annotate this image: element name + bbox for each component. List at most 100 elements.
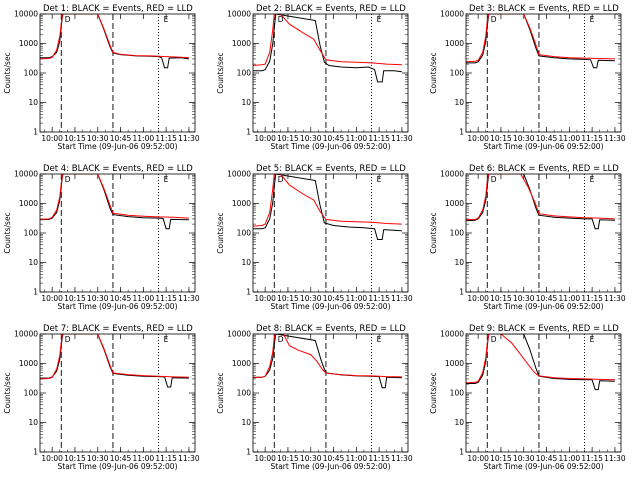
x-tick-label: 11:30 (178, 134, 200, 143)
x-tick-label: 11:15 (368, 454, 390, 463)
y-tick-label: 100 (237, 229, 252, 238)
x-tick-label: 11:15 (368, 294, 390, 303)
y-axis-label: Counts/sec (429, 52, 438, 93)
y-tick-label: 1 (459, 448, 464, 457)
x-axis-label: Start Time (09-Jun-06 09:52:00) (271, 142, 391, 151)
x-tick-label: 11:30 (178, 454, 200, 463)
x-tick-label: 11:00 (559, 294, 581, 303)
x-tick-label: 10:30 (87, 294, 109, 303)
marker-label: D (491, 175, 497, 184)
plot-frame (252, 333, 409, 453)
y-axis-label: Counts/sec (216, 52, 225, 93)
series-line-red (253, 334, 402, 379)
series-line-black (253, 334, 402, 389)
x-tick-label: 11:15 (368, 134, 390, 143)
y-tick-label: 10 (454, 258, 464, 267)
panel-title: Det 5: BLACK = Events, RED = LLD (256, 164, 406, 174)
x-tick-label: 10:15 (64, 294, 86, 303)
y-tick-label: 10000 (227, 170, 251, 179)
x-axis-label: Start Time (09-Jun-06 09:52:00) (58, 302, 178, 311)
x-tick-label: 11:15 (581, 294, 603, 303)
x-tick-label: 10:45 (536, 294, 558, 303)
series-line-red (466, 174, 615, 221)
y-tick-label: 1000 (232, 199, 251, 208)
x-tick-label: 10:45 (110, 134, 132, 143)
marker-label: D (278, 335, 284, 344)
y-tick-label: 1 (33, 128, 38, 137)
x-tick-label: 11:15 (155, 134, 177, 143)
panel-title: Det 7: BLACK = Events, RED = LLD (43, 324, 193, 334)
x-tick-label: 10:15 (277, 454, 299, 463)
x-tick-label: 10:00 (41, 134, 63, 143)
y-tick-label: 1000 (232, 39, 251, 48)
y-tick-label: 1 (33, 448, 38, 457)
marker-label: E (377, 335, 382, 344)
y-tick-label: 10000 (440, 170, 464, 179)
x-tick-label: 10:00 (41, 294, 63, 303)
x-tick-label: 11:15 (581, 134, 603, 143)
panel-8: Det 8: BLACK = Events, RED = LLD 1 10 100 10… (216, 324, 413, 471)
marker-label: E (164, 335, 169, 344)
x-tick-label: 10:30 (300, 134, 322, 143)
y-tick-label: 1000 (19, 39, 38, 48)
y-tick-label: 1000 (232, 359, 251, 368)
x-axis-label: Start Time (09-Jun-06 09:52:00) (484, 142, 604, 151)
plot-frame (39, 13, 196, 133)
marker-label: E (590, 175, 595, 184)
y-axis-label: Counts/sec (216, 372, 225, 413)
x-tick-label: 10:45 (110, 294, 132, 303)
marker-label: E (377, 15, 382, 24)
series-line-red (466, 14, 615, 63)
panel-6: Det 6: BLACK = Events, RED = LLD 1 10 100 10… (429, 164, 626, 311)
x-tick-label: 11:30 (604, 294, 626, 303)
x-axis-label: Start Time (09-Jun-06 09:52:00) (58, 462, 178, 471)
x-tick-label: 11:30 (391, 134, 413, 143)
x-tick-label: 10:45 (110, 454, 132, 463)
series-line-red (40, 334, 189, 380)
panel-5: Det 5: BLACK = Events, RED = LLD 1 10 100 10… (216, 164, 413, 311)
panel-7: Det 7: BLACK = Events, RED = LLD 1 10 100 10… (3, 324, 200, 471)
series-line-red (253, 174, 402, 227)
y-tick-label: 1 (246, 288, 251, 297)
x-tick-label: 10:00 (467, 294, 489, 303)
plot-frame (252, 13, 409, 133)
x-axis-label: Start Time (09-Jun-06 09:52:00) (271, 462, 391, 471)
y-axis-label: Counts/sec (3, 212, 12, 253)
x-tick-label: 10:45 (536, 454, 558, 463)
y-tick-label: 1000 (19, 199, 38, 208)
y-tick-label: 1 (459, 128, 464, 137)
marker-label: D (491, 15, 497, 24)
x-axis-label: Start Time (09-Jun-06 09:52:00) (484, 302, 604, 311)
x-tick-label: 11:00 (559, 134, 581, 143)
x-tick-label: 10:15 (277, 294, 299, 303)
panel-title: Det 2: BLACK = Events, RED = LLD (256, 4, 406, 14)
x-tick-label: 11:15 (155, 294, 177, 303)
y-tick-label: 10 (241, 98, 251, 107)
series-line-red (40, 14, 189, 60)
y-tick-label: 100 (24, 389, 39, 398)
y-tick-label: 10000 (14, 10, 38, 19)
marker-label: E (164, 15, 169, 24)
x-tick-label: 10:00 (41, 454, 63, 463)
y-tick-label: 1 (33, 288, 38, 297)
x-tick-label: 11:30 (604, 454, 626, 463)
x-tick-label: 10:30 (87, 454, 109, 463)
plot-frame (465, 173, 622, 293)
plot-frame (465, 333, 622, 453)
y-tick-label: 1000 (445, 359, 464, 368)
x-tick-label: 10:45 (536, 134, 558, 143)
x-tick-label: 11:30 (391, 294, 413, 303)
panel-2: Det 2: BLACK = Events, RED = LLD 1 10 100 10… (216, 4, 413, 151)
plot-frame (39, 333, 196, 453)
panel-title: Det 1: BLACK = Events, RED = LLD (43, 4, 193, 14)
x-tick-label: 10:45 (323, 134, 345, 143)
x-tick-label: 11:30 (604, 134, 626, 143)
x-tick-label: 10:15 (490, 294, 512, 303)
x-tick-label: 10:00 (254, 294, 276, 303)
x-tick-label: 10:15 (490, 134, 512, 143)
series-line-black (466, 334, 615, 391)
x-tick-label: 10:30 (300, 294, 322, 303)
series-line-red (466, 334, 615, 384)
marker-label: D (278, 175, 284, 184)
panel-title: Det 9: BLACK = Events, RED = LLD (469, 324, 619, 334)
